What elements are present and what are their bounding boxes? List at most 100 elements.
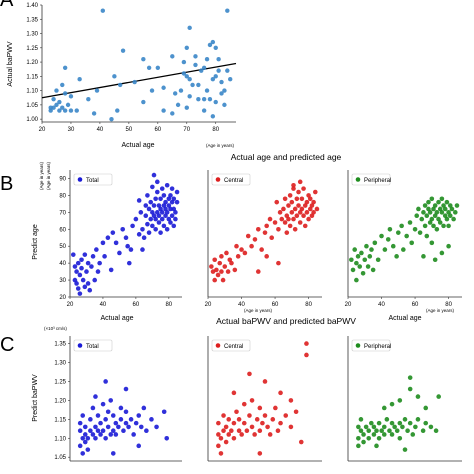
data-point <box>262 413 268 418</box>
data-point <box>376 435 382 441</box>
data-point <box>385 237 391 242</box>
data-point <box>91 111 97 116</box>
data-point <box>436 199 441 205</box>
data-point <box>146 65 152 70</box>
data-point <box>90 405 96 411</box>
data-point <box>80 277 86 283</box>
y-axis-unit: (×10³ cm/s) <box>44 326 67 331</box>
data-point <box>170 54 175 59</box>
data-point <box>397 398 403 403</box>
y-axis-unit-repeat: (Age in years) <box>39 161 44 190</box>
x-axis-label: Actual age <box>121 142 154 149</box>
data-point <box>172 91 178 96</box>
data-point <box>234 243 239 249</box>
data-point <box>133 420 139 426</box>
data-point <box>140 226 145 232</box>
data-point <box>178 88 184 93</box>
data-point <box>392 424 397 430</box>
x-tick-label: 60 <box>412 302 419 308</box>
data-point <box>173 210 178 215</box>
data-point <box>100 428 106 433</box>
data-point <box>399 223 404 229</box>
data-point <box>420 428 426 433</box>
panel-c-title: Actual baPWV and predicted baPWV <box>216 316 356 326</box>
data-point <box>452 210 458 215</box>
data-point <box>123 420 129 426</box>
data-point <box>74 108 79 113</box>
data-point <box>170 111 175 116</box>
data-point <box>138 210 144 215</box>
data-point <box>402 417 408 422</box>
data-point <box>187 94 192 99</box>
y-tick-label: 1.30 <box>26 32 38 38</box>
data-point <box>149 88 155 93</box>
data-point <box>254 417 260 422</box>
data-point <box>434 226 440 232</box>
data-point <box>90 254 96 259</box>
data-point <box>105 409 111 415</box>
data-point <box>94 247 99 252</box>
subplot-total: 1.05 1.10 1.15 1.20 1.25 1.30 1.35 Total <box>54 336 182 462</box>
data-point <box>216 420 221 426</box>
data-point <box>164 210 170 215</box>
data-point <box>141 57 146 62</box>
data-point <box>247 371 252 377</box>
data-point <box>257 451 263 456</box>
data-point <box>158 230 163 235</box>
data-point <box>90 432 96 437</box>
data-point <box>214 267 219 273</box>
data-point <box>236 428 242 433</box>
legend-marker <box>215 343 221 348</box>
x-axis-unit: (Age in years) <box>206 143 235 148</box>
data-point <box>245 233 251 239</box>
data-point <box>98 420 103 426</box>
data-point <box>79 257 84 263</box>
data-point <box>199 68 204 73</box>
data-point <box>423 405 429 411</box>
x-tick-label: 30 <box>68 127 75 133</box>
data-point <box>422 223 428 229</box>
data-point <box>281 206 286 212</box>
data-point <box>113 420 119 426</box>
data-point <box>209 264 214 269</box>
data-point <box>272 220 278 225</box>
data-point <box>239 247 244 252</box>
data-point <box>57 108 62 113</box>
data-point <box>415 417 421 422</box>
data-point <box>405 428 410 433</box>
data-point <box>304 341 309 346</box>
data-point <box>121 428 126 433</box>
data-point <box>82 252 88 257</box>
data-point <box>77 443 83 449</box>
data-point <box>105 424 111 430</box>
data-point <box>429 216 435 222</box>
data-point <box>117 250 122 256</box>
data-point <box>267 216 273 222</box>
data-point <box>161 409 167 415</box>
data-point <box>257 428 263 433</box>
data-point <box>225 8 230 13</box>
data-point <box>193 62 198 68</box>
data-point <box>358 417 364 422</box>
data-point <box>153 196 158 202</box>
legend-label: Total <box>86 178 99 184</box>
data-point <box>417 230 423 235</box>
data-point <box>210 39 216 45</box>
data-point <box>168 220 173 225</box>
data-point <box>311 210 316 215</box>
data-point <box>244 428 250 433</box>
data-point <box>374 428 379 433</box>
data-point <box>252 237 258 242</box>
data-point <box>252 432 257 437</box>
data-point <box>291 186 296 191</box>
data-point <box>154 424 159 430</box>
data-point <box>219 91 224 96</box>
data-point <box>356 435 361 441</box>
data-point <box>291 182 296 188</box>
data-point <box>204 88 210 93</box>
data-point <box>168 193 173 198</box>
data-point <box>213 74 218 79</box>
data-point <box>65 102 71 108</box>
data-point <box>68 108 74 113</box>
y-tick-label: 1.35 <box>54 342 66 348</box>
